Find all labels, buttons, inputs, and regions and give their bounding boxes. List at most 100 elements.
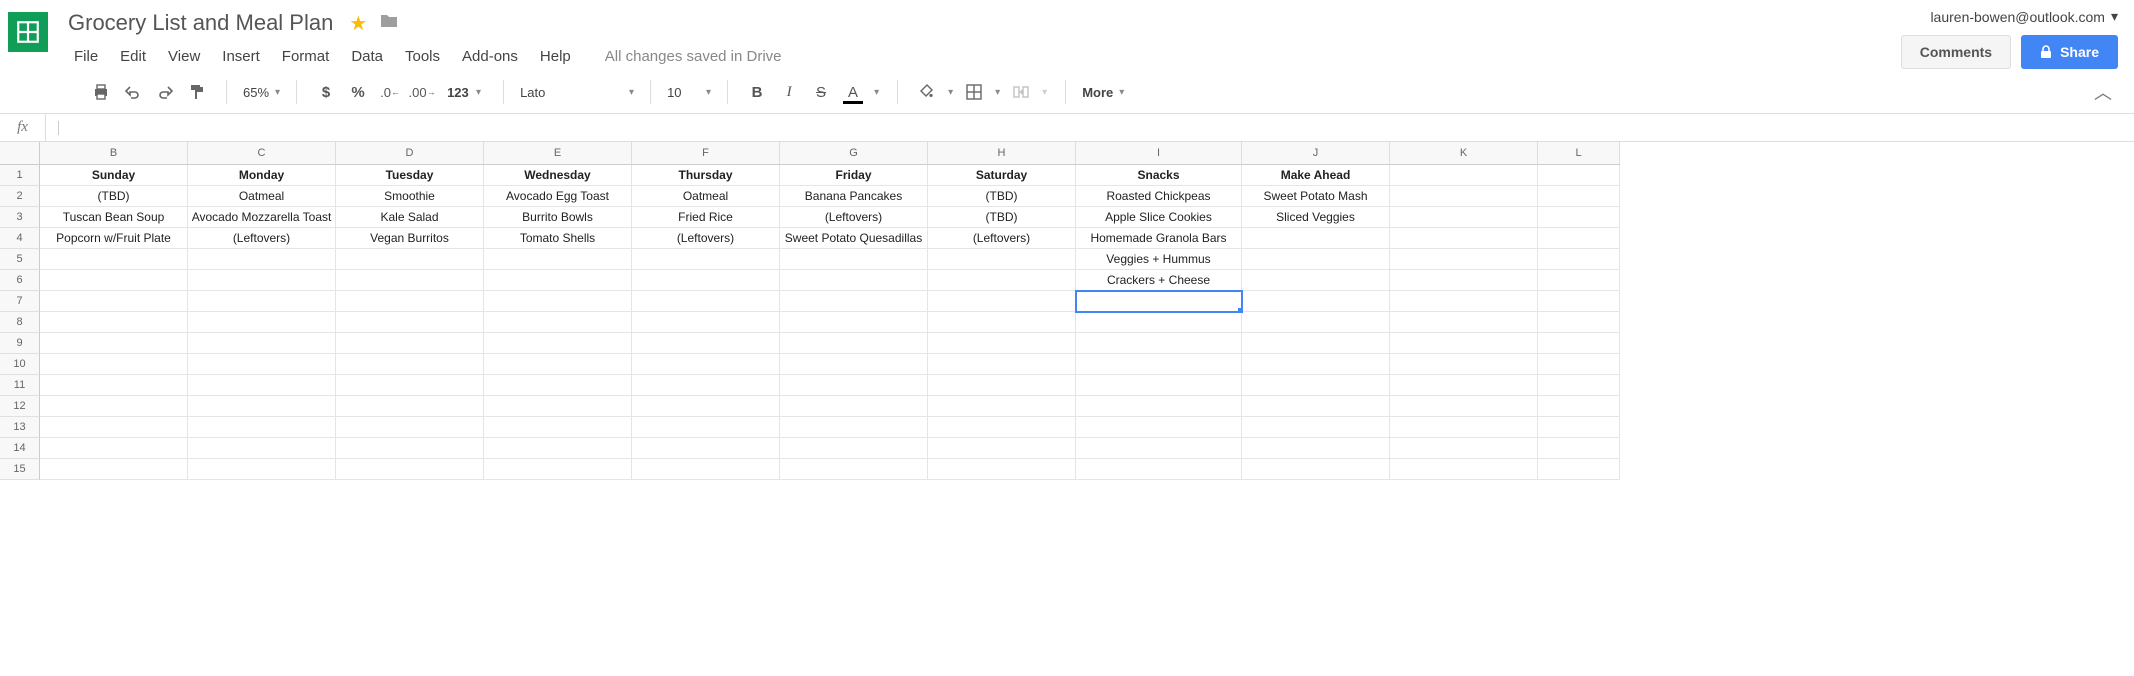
cell[interactable]: Avocado Mozzarella Toast <box>188 207 336 228</box>
cell[interactable] <box>1076 333 1242 354</box>
column-header[interactable]: C <box>188 142 336 165</box>
percent-button[interactable]: % <box>343 77 373 107</box>
folder-icon[interactable] <box>379 13 399 34</box>
cell[interactable]: Popcorn w/Fruit Plate <box>40 228 188 249</box>
select-all-corner[interactable] <box>0 142 40 165</box>
cell[interactable] <box>1242 291 1390 312</box>
column-header[interactable]: K <box>1390 142 1538 165</box>
row-header[interactable]: 12 <box>0 396 40 417</box>
cell[interactable] <box>632 438 780 459</box>
cell[interactable] <box>632 291 780 312</box>
cell[interactable] <box>1242 228 1390 249</box>
borders-icon[interactable] <box>959 77 989 107</box>
row-header[interactable]: 9 <box>0 333 40 354</box>
menu-file[interactable]: File <box>64 42 108 71</box>
cell[interactable] <box>1538 249 1620 270</box>
cell[interactable] <box>780 312 928 333</box>
cell[interactable]: Oatmeal <box>188 186 336 207</box>
print-icon[interactable] <box>86 77 116 107</box>
cell[interactable] <box>1390 249 1538 270</box>
cell[interactable]: Veggies + Hummus <box>1076 249 1242 270</box>
cell[interactable]: Wednesday <box>484 165 632 186</box>
account-menu[interactable]: lauren-bowen@outlook.com ▾ <box>1901 8 2118 25</box>
cell[interactable] <box>188 249 336 270</box>
column-header[interactable]: L <box>1538 142 1620 165</box>
cell[interactable]: (TBD) <box>928 207 1076 228</box>
sheets-logo[interactable] <box>8 12 48 52</box>
cell[interactable] <box>40 333 188 354</box>
column-header[interactable]: E <box>484 142 632 165</box>
currency-button[interactable]: $ <box>311 77 341 107</box>
cell[interactable]: Kale Salad <box>336 207 484 228</box>
cell[interactable] <box>188 312 336 333</box>
cell[interactable] <box>336 354 484 375</box>
cell[interactable] <box>484 354 632 375</box>
cell[interactable]: Sweet Potato Mash <box>1242 186 1390 207</box>
cell[interactable] <box>1390 354 1538 375</box>
row-header[interactable]: 6 <box>0 270 40 291</box>
cell[interactable] <box>780 417 928 438</box>
cell[interactable] <box>1390 270 1538 291</box>
formula-input[interactable] <box>59 114 2134 141</box>
cell[interactable] <box>780 291 928 312</box>
fill-color-icon[interactable] <box>912 77 942 107</box>
cell[interactable] <box>632 312 780 333</box>
row-header[interactable]: 11 <box>0 375 40 396</box>
cell[interactable] <box>1538 354 1620 375</box>
cell[interactable] <box>1242 396 1390 417</box>
cell[interactable] <box>1242 375 1390 396</box>
cell[interactable] <box>1242 312 1390 333</box>
cell[interactable] <box>632 354 780 375</box>
cell[interactable]: Burrito Bowls <box>484 207 632 228</box>
cell[interactable] <box>1242 270 1390 291</box>
cell[interactable] <box>484 249 632 270</box>
text-color-dropdown-icon[interactable]: ▾ <box>870 87 883 98</box>
cell[interactable]: Smoothie <box>336 186 484 207</box>
column-header[interactable]: B <box>40 142 188 165</box>
cell[interactable] <box>1076 291 1242 312</box>
strikethrough-button[interactable]: S <box>806 77 836 107</box>
cell[interactable] <box>336 249 484 270</box>
column-header[interactable]: I <box>1076 142 1242 165</box>
menu-data[interactable]: Data <box>341 42 393 71</box>
cell[interactable] <box>188 291 336 312</box>
cell[interactable]: Tomato Shells <box>484 228 632 249</box>
increase-decimal-icon[interactable]: .00→ <box>407 77 437 107</box>
cell[interactable] <box>1076 354 1242 375</box>
menu-addons[interactable]: Add-ons <box>452 42 528 71</box>
cell[interactable] <box>336 417 484 438</box>
column-header[interactable]: J <box>1242 142 1390 165</box>
zoom-dropdown[interactable]: 65%▾ <box>235 77 288 107</box>
cell[interactable]: Banana Pancakes <box>780 186 928 207</box>
cell[interactable] <box>40 270 188 291</box>
cell[interactable]: Fried Rice <box>632 207 780 228</box>
cell[interactable] <box>632 396 780 417</box>
cell[interactable] <box>1390 333 1538 354</box>
cell[interactable] <box>484 396 632 417</box>
cell[interactable] <box>928 333 1076 354</box>
cell[interactable] <box>1538 186 1620 207</box>
star-icon[interactable]: ★ <box>349 11 367 36</box>
row-header[interactable]: 13 <box>0 417 40 438</box>
cell[interactable] <box>1390 396 1538 417</box>
cell[interactable] <box>336 396 484 417</box>
cell[interactable] <box>1242 249 1390 270</box>
cell[interactable]: Monday <box>188 165 336 186</box>
column-header[interactable]: H <box>928 142 1076 165</box>
column-header[interactable]: G <box>780 142 928 165</box>
cell[interactable] <box>1390 312 1538 333</box>
cell[interactable] <box>1390 417 1538 438</box>
row-header[interactable]: 1 <box>0 165 40 186</box>
cell[interactable] <box>40 312 188 333</box>
cell[interactable] <box>632 249 780 270</box>
paint-format-icon[interactable] <box>182 77 212 107</box>
cell[interactable] <box>484 291 632 312</box>
cell[interactable] <box>1076 417 1242 438</box>
cell[interactable] <box>1076 375 1242 396</box>
cell[interactable]: (Leftovers) <box>188 228 336 249</box>
cell[interactable] <box>632 333 780 354</box>
cell[interactable] <box>780 354 928 375</box>
cell[interactable] <box>632 417 780 438</box>
cell[interactable] <box>1242 333 1390 354</box>
undo-icon[interactable] <box>118 77 148 107</box>
